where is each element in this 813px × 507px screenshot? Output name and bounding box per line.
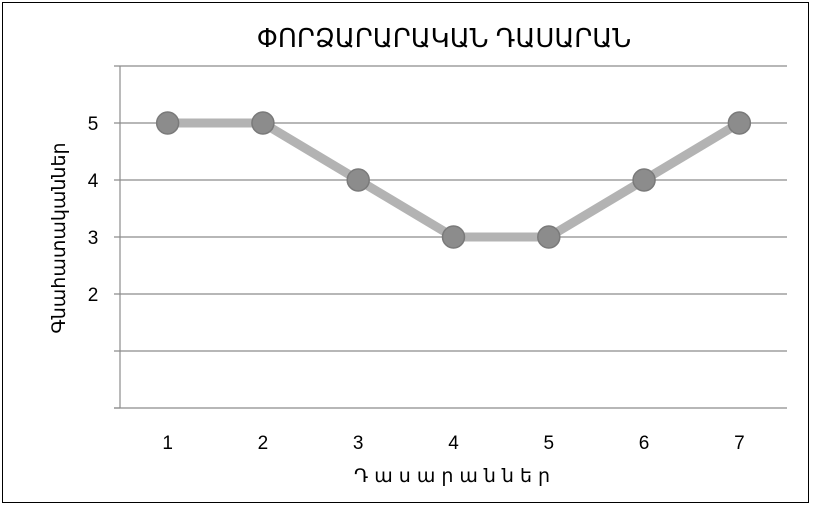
- x-tick-label: 1: [162, 433, 173, 454]
- x-tick-label: 6: [639, 433, 650, 454]
- data-point: [538, 226, 560, 248]
- y-tick-labels: 2 3 4 5: [88, 114, 99, 306]
- line-chart: ՓՈՐՁԱՐԱՐԱԿԱՆ ԴԱՍԱՐԱՆ 2 3 4 5 1 2 3 4 5 6 7 Գնահատ…: [3, 3, 810, 504]
- data-point: [443, 226, 465, 248]
- x-axis-title: Դասարաններ: [354, 466, 556, 487]
- y-tick-label: 2: [88, 285, 99, 306]
- x-tick-label: 3: [353, 433, 364, 454]
- data-point: [633, 169, 655, 191]
- y-tick-label: 3: [88, 228, 99, 249]
- y-tick-label: 4: [88, 171, 99, 192]
- grid-lines: [114, 66, 787, 351]
- chart-title: ՓՈՐՁԱՐԱՐԱԿԱՆ ԴԱՍԱՐԱՆ: [257, 23, 631, 53]
- x-tick-label: 7: [734, 433, 745, 454]
- x-tick-label: 4: [448, 433, 459, 454]
- data-point: [157, 112, 179, 134]
- data-point: [252, 112, 274, 134]
- x-tick-label: 2: [258, 433, 269, 454]
- data-point: [347, 169, 369, 191]
- x-tick-labels: 1 2 3 4 5 6 7: [162, 433, 744, 454]
- y-tick-label: 5: [88, 114, 99, 135]
- x-tick-label: 5: [543, 433, 554, 454]
- y-axis-title: Գնահատականներ: [49, 142, 70, 333]
- data-point: [728, 112, 750, 134]
